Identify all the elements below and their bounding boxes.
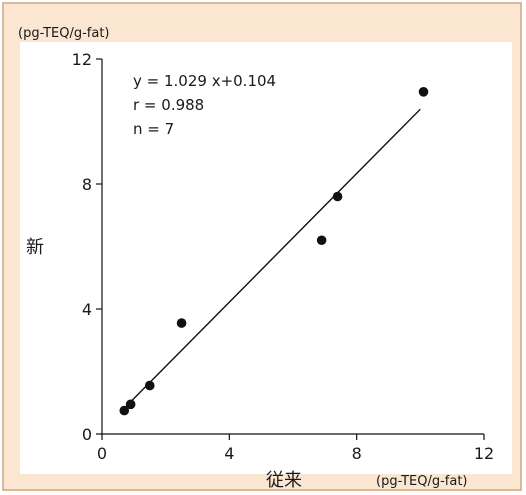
data-point	[119, 405, 130, 416]
chart-figure: 0 4 8 12 0 4 8 12 (pg-TEQ/g-fat) (pg-TEQ/g-fat)…	[2, 2, 522, 491]
y-tick-label: 0	[82, 425, 92, 444]
data-point	[176, 318, 187, 328]
x-tick-label: 12	[474, 444, 494, 463]
correlation-coefficient: r = 0.988	[133, 96, 204, 114]
sample-count: n = 7	[133, 120, 174, 138]
y-tick-label: 8	[82, 175, 92, 194]
x-unit-label: (pg-TEQ/g-fat)	[376, 474, 468, 489]
x-tick-label: 4	[224, 444, 234, 463]
y-tick-label: 4	[82, 300, 92, 319]
data-point	[332, 191, 343, 202]
data-point	[125, 399, 136, 410]
y-axis-title: 新	[26, 237, 44, 258]
x-axis-title: 従来	[266, 470, 302, 491]
x-tick-label: 8	[352, 444, 362, 463]
regression-equation: y = 1.029 x+0.104	[133, 72, 276, 90]
scatter-chart: 0 4 8 12 0 4 8 12 (pg-TEQ/g-fat) (pg-TEQ/g-fat)…	[18, 26, 512, 491]
data-point	[144, 380, 155, 391]
y-unit-label: (pg-TEQ/g-fat)	[18, 26, 110, 41]
data-point	[316, 235, 327, 246]
data-point	[418, 87, 429, 97]
regression-line	[122, 108, 421, 411]
plot-background	[20, 42, 512, 474]
x-tick-label: 0	[97, 444, 107, 463]
y-tick-label: 12	[72, 50, 92, 69]
